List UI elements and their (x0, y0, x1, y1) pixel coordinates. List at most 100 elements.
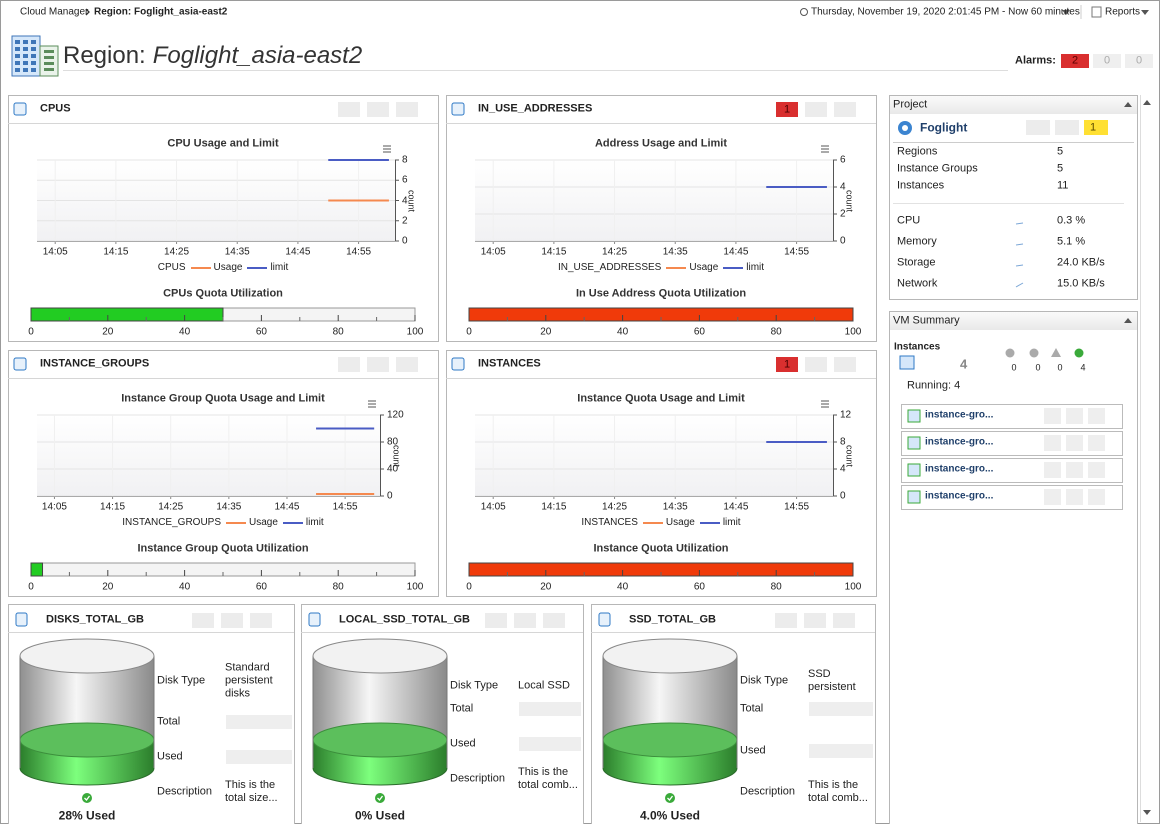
x-tick-label: 14:15 (103, 246, 129, 258)
alarm-box[interactable] (543, 613, 565, 628)
region-icon-window (23, 47, 28, 51)
alarm-box[interactable] (1044, 435, 1061, 451)
project-stat-value: 11 (1057, 179, 1069, 192)
panel-title: Project (893, 98, 928, 111)
alarm-box[interactable] (1088, 408, 1105, 424)
running-count: Running: 4 (907, 379, 961, 392)
y-tick-label: 4 (840, 181, 846, 193)
field-label: Total (157, 715, 181, 728)
alarm-box[interactable] (805, 102, 827, 117)
field-label: Disk Type (740, 674, 789, 687)
instance-group-row[interactable] (901, 431, 1123, 456)
alarm-box[interactable] (221, 613, 243, 628)
y-tick-label: 4 (840, 463, 846, 475)
dropdown-arrow[interactable] (1141, 10, 1149, 15)
alarm-box[interactable] (776, 102, 798, 117)
field-label: Used (157, 750, 183, 763)
status-count: 0 (1011, 362, 1017, 373)
quota-bar (30, 307, 224, 322)
alarm-box[interactable] (834, 102, 856, 117)
quota-tick-label: 40 (617, 581, 629, 593)
alarm-box[interactable] (338, 102, 360, 117)
alarm-box[interactable] (396, 102, 418, 117)
y-tick-label: 0 (840, 490, 846, 502)
project-stat-value: 5 (1057, 145, 1064, 158)
alarm-box[interactable] (1044, 489, 1061, 505)
instance-group-row[interactable] (901, 458, 1123, 483)
alarm-box[interactable] (1088, 489, 1105, 505)
alarm-box[interactable] (338, 357, 360, 372)
alarm-box[interactable] (485, 613, 507, 628)
alarm-box[interactable] (775, 613, 797, 628)
x-tick-label: 14:55 (784, 501, 810, 513)
instance-group-row[interactable] (901, 404, 1123, 429)
scroll-down[interactable] (1143, 810, 1151, 815)
x-tick-label: 14:35 (216, 501, 242, 513)
instance-group-name[interactable]: instance-gro... (925, 409, 994, 421)
alarm-box[interactable] (776, 357, 798, 372)
alarm-box[interactable] (192, 613, 214, 628)
scroll-up[interactable] (1143, 100, 1151, 105)
y-tick-label: 8 (840, 436, 846, 448)
alarm-box[interactable] (805, 357, 827, 372)
panel-title: CPUS (40, 102, 71, 115)
alarm-box[interactable] (1084, 120, 1108, 135)
y-axis-label: count (406, 189, 417, 212)
alarms-label: Alarms: (1015, 54, 1056, 67)
field-value-placeholder (226, 715, 292, 729)
alarm-box[interactable] (1088, 462, 1105, 478)
alarm-box[interactable] (514, 613, 536, 628)
alarm-box[interactable] (367, 357, 389, 372)
collapse-arrow[interactable] (1124, 318, 1132, 323)
legend: INSTANCES Usage limit (446, 516, 876, 529)
panel-icon (13, 357, 27, 371)
instance-group-name[interactable]: instance-gro... (925, 436, 994, 448)
x-tick-label: 14:35 (662, 501, 688, 513)
alarm-box[interactable] (250, 613, 272, 628)
quota-tick-label: 0 (28, 326, 34, 338)
instance-group-name[interactable]: instance-gro... (925, 490, 994, 502)
region-icon-window (44, 50, 54, 53)
quota-bar (30, 562, 44, 577)
collapse-arrow[interactable] (1124, 102, 1132, 107)
alarm-box[interactable] (1044, 462, 1061, 478)
alarm-box[interactable] (833, 613, 855, 628)
disk-usage: 28% Used (58, 808, 116, 823)
alarm-box[interactable] (1026, 120, 1050, 135)
region-icon-window (15, 40, 20, 44)
reports-link[interactable]: Reports (1105, 6, 1141, 18)
alarm-box[interactable] (1055, 120, 1079, 135)
alarm-box[interactable] (1061, 54, 1089, 68)
dropdown-arrow[interactable] (1062, 10, 1070, 15)
alarm-count: 2 (1071, 54, 1079, 67)
alarm-box[interactable] (1066, 462, 1083, 478)
panel-header (890, 96, 1137, 114)
alarm-box[interactable] (1125, 54, 1153, 68)
project-name[interactable]: Foglight (920, 120, 968, 135)
alarm-box[interactable] (1066, 489, 1083, 505)
instance-group-row[interactable] (901, 485, 1123, 510)
alarm-box[interactable] (1044, 408, 1061, 424)
alarm-box[interactable] (834, 357, 856, 372)
cylinder-top (312, 638, 448, 674)
alarm-box[interactable] (804, 613, 826, 628)
status-icon (1029, 348, 1039, 358)
y-tick-label: 4 (402, 195, 408, 206)
instance-group-name[interactable]: instance-gro... (925, 463, 994, 475)
alarm-box[interactable] (1088, 435, 1105, 451)
legend-title: IN_USE_ADDRESSES (557, 262, 662, 273)
breadcrumb-root[interactable]: Cloud Manager (20, 6, 89, 18)
x-tick-label: 14:25 (602, 501, 628, 513)
alarm-box[interactable] (396, 357, 418, 372)
instances-icon (899, 355, 915, 370)
alarm-box[interactable] (367, 102, 389, 117)
alarm-box[interactable] (1066, 408, 1083, 424)
region-icon-window (23, 68, 28, 72)
time-range[interactable]: Thursday, November 19, 2020 2:01:45 PM -… (811, 6, 1080, 18)
plot-area (37, 415, 380, 496)
reports-icon[interactable] (1091, 6, 1102, 18)
panel (889, 311, 1138, 824)
alarm-box[interactable] (1066, 435, 1083, 451)
alarm-box[interactable] (1093, 54, 1121, 68)
